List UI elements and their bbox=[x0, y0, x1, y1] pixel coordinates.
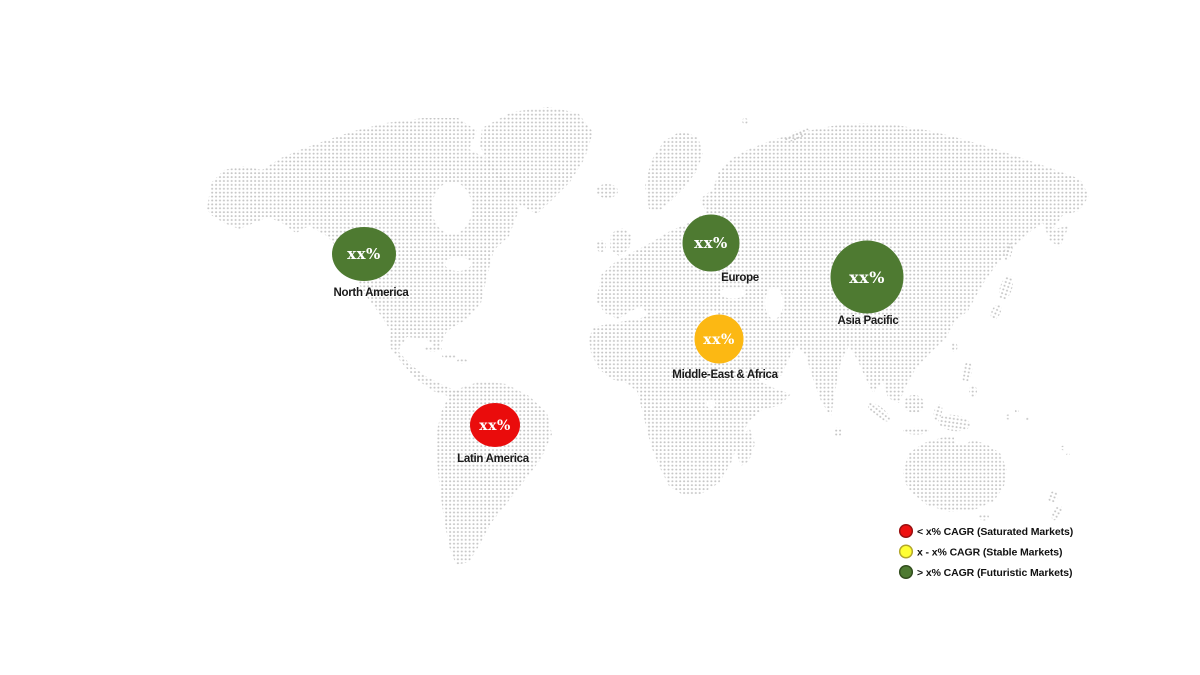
continent-south-america bbox=[436, 381, 552, 565]
great-lakes bbox=[445, 257, 471, 271]
bubble-circle bbox=[830, 240, 904, 314]
island-puerto-rico bbox=[457, 358, 467, 364]
island-svalbard bbox=[742, 118, 748, 124]
island-philippines-luzon bbox=[961, 362, 973, 382]
region-label: Europe bbox=[721, 272, 759, 284]
island-madagascar bbox=[736, 429, 755, 466]
legend-item-futuristic: > x% CAGR (Futuristic Markets) bbox=[898, 564, 1073, 580]
gulf-of-carpentaria bbox=[954, 433, 970, 445]
island-new-zealand-north bbox=[1048, 491, 1058, 503]
island-sri-lanka bbox=[834, 427, 842, 437]
bubble-value: xx% bbox=[703, 332, 735, 348]
island-japan-honshu bbox=[999, 275, 1013, 301]
legend-swatch-yellow bbox=[898, 544, 914, 559]
island-fiji-2 bbox=[1066, 453, 1070, 457]
bubble-circle bbox=[332, 227, 396, 281]
bubble-circle bbox=[682, 214, 740, 272]
caspian-sea bbox=[765, 287, 783, 319]
region-label: Latin America bbox=[457, 453, 530, 465]
bubble-asia-pacific: xx% Asia Pacific bbox=[830, 240, 904, 327]
bubble-circle bbox=[694, 314, 744, 364]
bubble-value: xx% bbox=[479, 418, 511, 434]
legend-swatch-green bbox=[898, 564, 914, 580]
legend-label: < x% CAGR (Saturated Markets) bbox=[917, 526, 1073, 538]
island-hispaniola bbox=[442, 353, 456, 359]
island-novaya-zemlya bbox=[785, 128, 809, 142]
island-ireland bbox=[596, 240, 606, 252]
island-pacific-1 bbox=[1005, 414, 1011, 420]
bubble-middle-east-africa: xx% Middle-East & Africa bbox=[672, 314, 779, 381]
island-new-guinea bbox=[938, 414, 970, 432]
continent-africa bbox=[589, 309, 791, 495]
island-fiji-1 bbox=[1060, 445, 1066, 451]
legend-label: x - x% CAGR (Stable Markets) bbox=[917, 547, 1062, 559]
legend: < x% CAGR (Saturated Markets) x - x% CAG… bbox=[898, 523, 1073, 580]
island-pacific-3 bbox=[1024, 416, 1030, 422]
bubble-value: xx% bbox=[347, 245, 381, 263]
region-label: Middle-East & Africa bbox=[672, 369, 778, 381]
continent-australia bbox=[903, 437, 1007, 512]
island-sakhalin bbox=[1003, 243, 1013, 261]
island-sulawesi bbox=[933, 404, 943, 420]
island-pacific-2 bbox=[1015, 409, 1019, 413]
island-java bbox=[903, 427, 929, 435]
island-cuba bbox=[424, 346, 442, 352]
legend-item-saturated: < x% CAGR (Saturated Markets) bbox=[898, 523, 1073, 539]
island-new-zealand-south bbox=[1051, 505, 1063, 521]
map-continents bbox=[207, 107, 1089, 565]
island-taiwan bbox=[950, 342, 958, 352]
region-scandinavia bbox=[645, 131, 703, 211]
legend-item-stable: x - x% CAGR (Stable Markets) bbox=[898, 544, 1063, 559]
lake-victoria bbox=[706, 399, 716, 409]
island-japan-kyushu bbox=[990, 304, 1002, 320]
bubble-europe: xx% Europe bbox=[682, 214, 759, 284]
island-borneo bbox=[904, 395, 924, 413]
island-philippines-mindanao bbox=[969, 385, 977, 397]
island-sumatra bbox=[867, 402, 891, 422]
bubble-value: xx% bbox=[694, 234, 728, 252]
hudson-bay bbox=[432, 182, 472, 234]
island-tasmania bbox=[979, 513, 989, 521]
bubble-latin-america: xx% Latin America bbox=[457, 403, 530, 465]
island-great-britain bbox=[610, 228, 632, 256]
bubble-circle bbox=[470, 403, 520, 447]
region-label: Asia Pacific bbox=[838, 315, 900, 327]
island-iceland bbox=[596, 184, 618, 198]
bubble-value: xx% bbox=[849, 268, 885, 287]
legend-label: > x% CAGR (Futuristic Markets) bbox=[917, 567, 1072, 579]
region-label: North America bbox=[334, 287, 410, 299]
legend-swatch-red bbox=[898, 523, 914, 539]
bubble-north-america: xx% North America bbox=[332, 227, 410, 299]
black-sea bbox=[720, 287, 746, 299]
